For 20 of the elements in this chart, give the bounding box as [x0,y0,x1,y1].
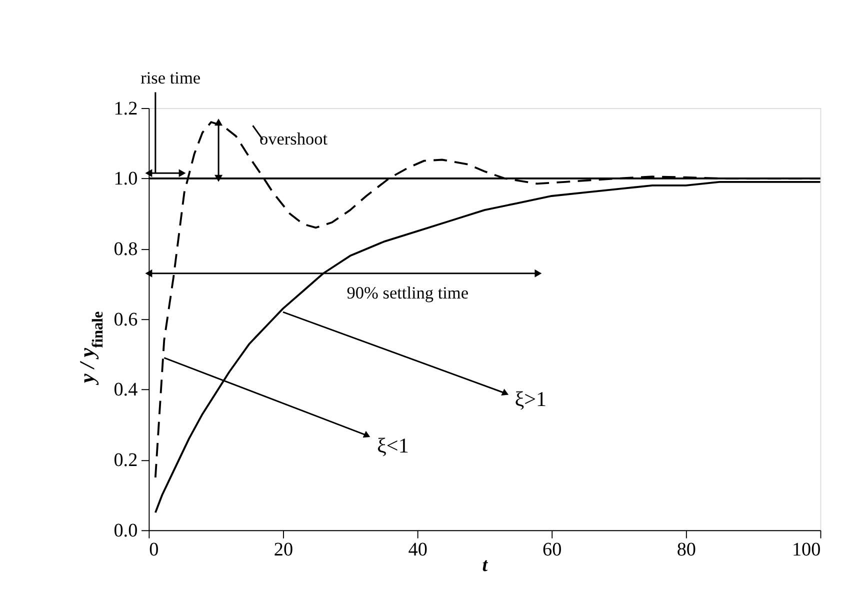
y-tick-label: 1.2 [114,98,138,120]
x-tick-label: 40 [408,540,428,561]
y-tick-label: 0.6 [114,309,138,330]
x-tick-label: 20 [274,540,294,561]
annotation: ξ>1 [514,387,547,412]
y-axis-title: y / yfinale [75,311,107,386]
x-tick-label: 100 [792,540,821,561]
annotation: overshoot [260,130,328,148]
text: rise time [140,68,201,88]
x-tick-label: 0 [149,540,159,561]
y-tick-label: 0.4 [114,380,138,401]
x-tick-label: 60 [542,540,562,561]
annotation: 90% settling time [346,284,469,303]
y-tick-label: 0.2 [114,450,138,472]
y-tick-label: 0.0 [114,520,138,542]
x-tick-label: 80 [676,540,696,561]
y-tick-label: 1.0 [114,168,138,190]
x-axis-title: t [482,554,488,576]
annotation: ξ<1 [377,433,409,458]
y-tick-label: 0.8 [114,238,138,260]
